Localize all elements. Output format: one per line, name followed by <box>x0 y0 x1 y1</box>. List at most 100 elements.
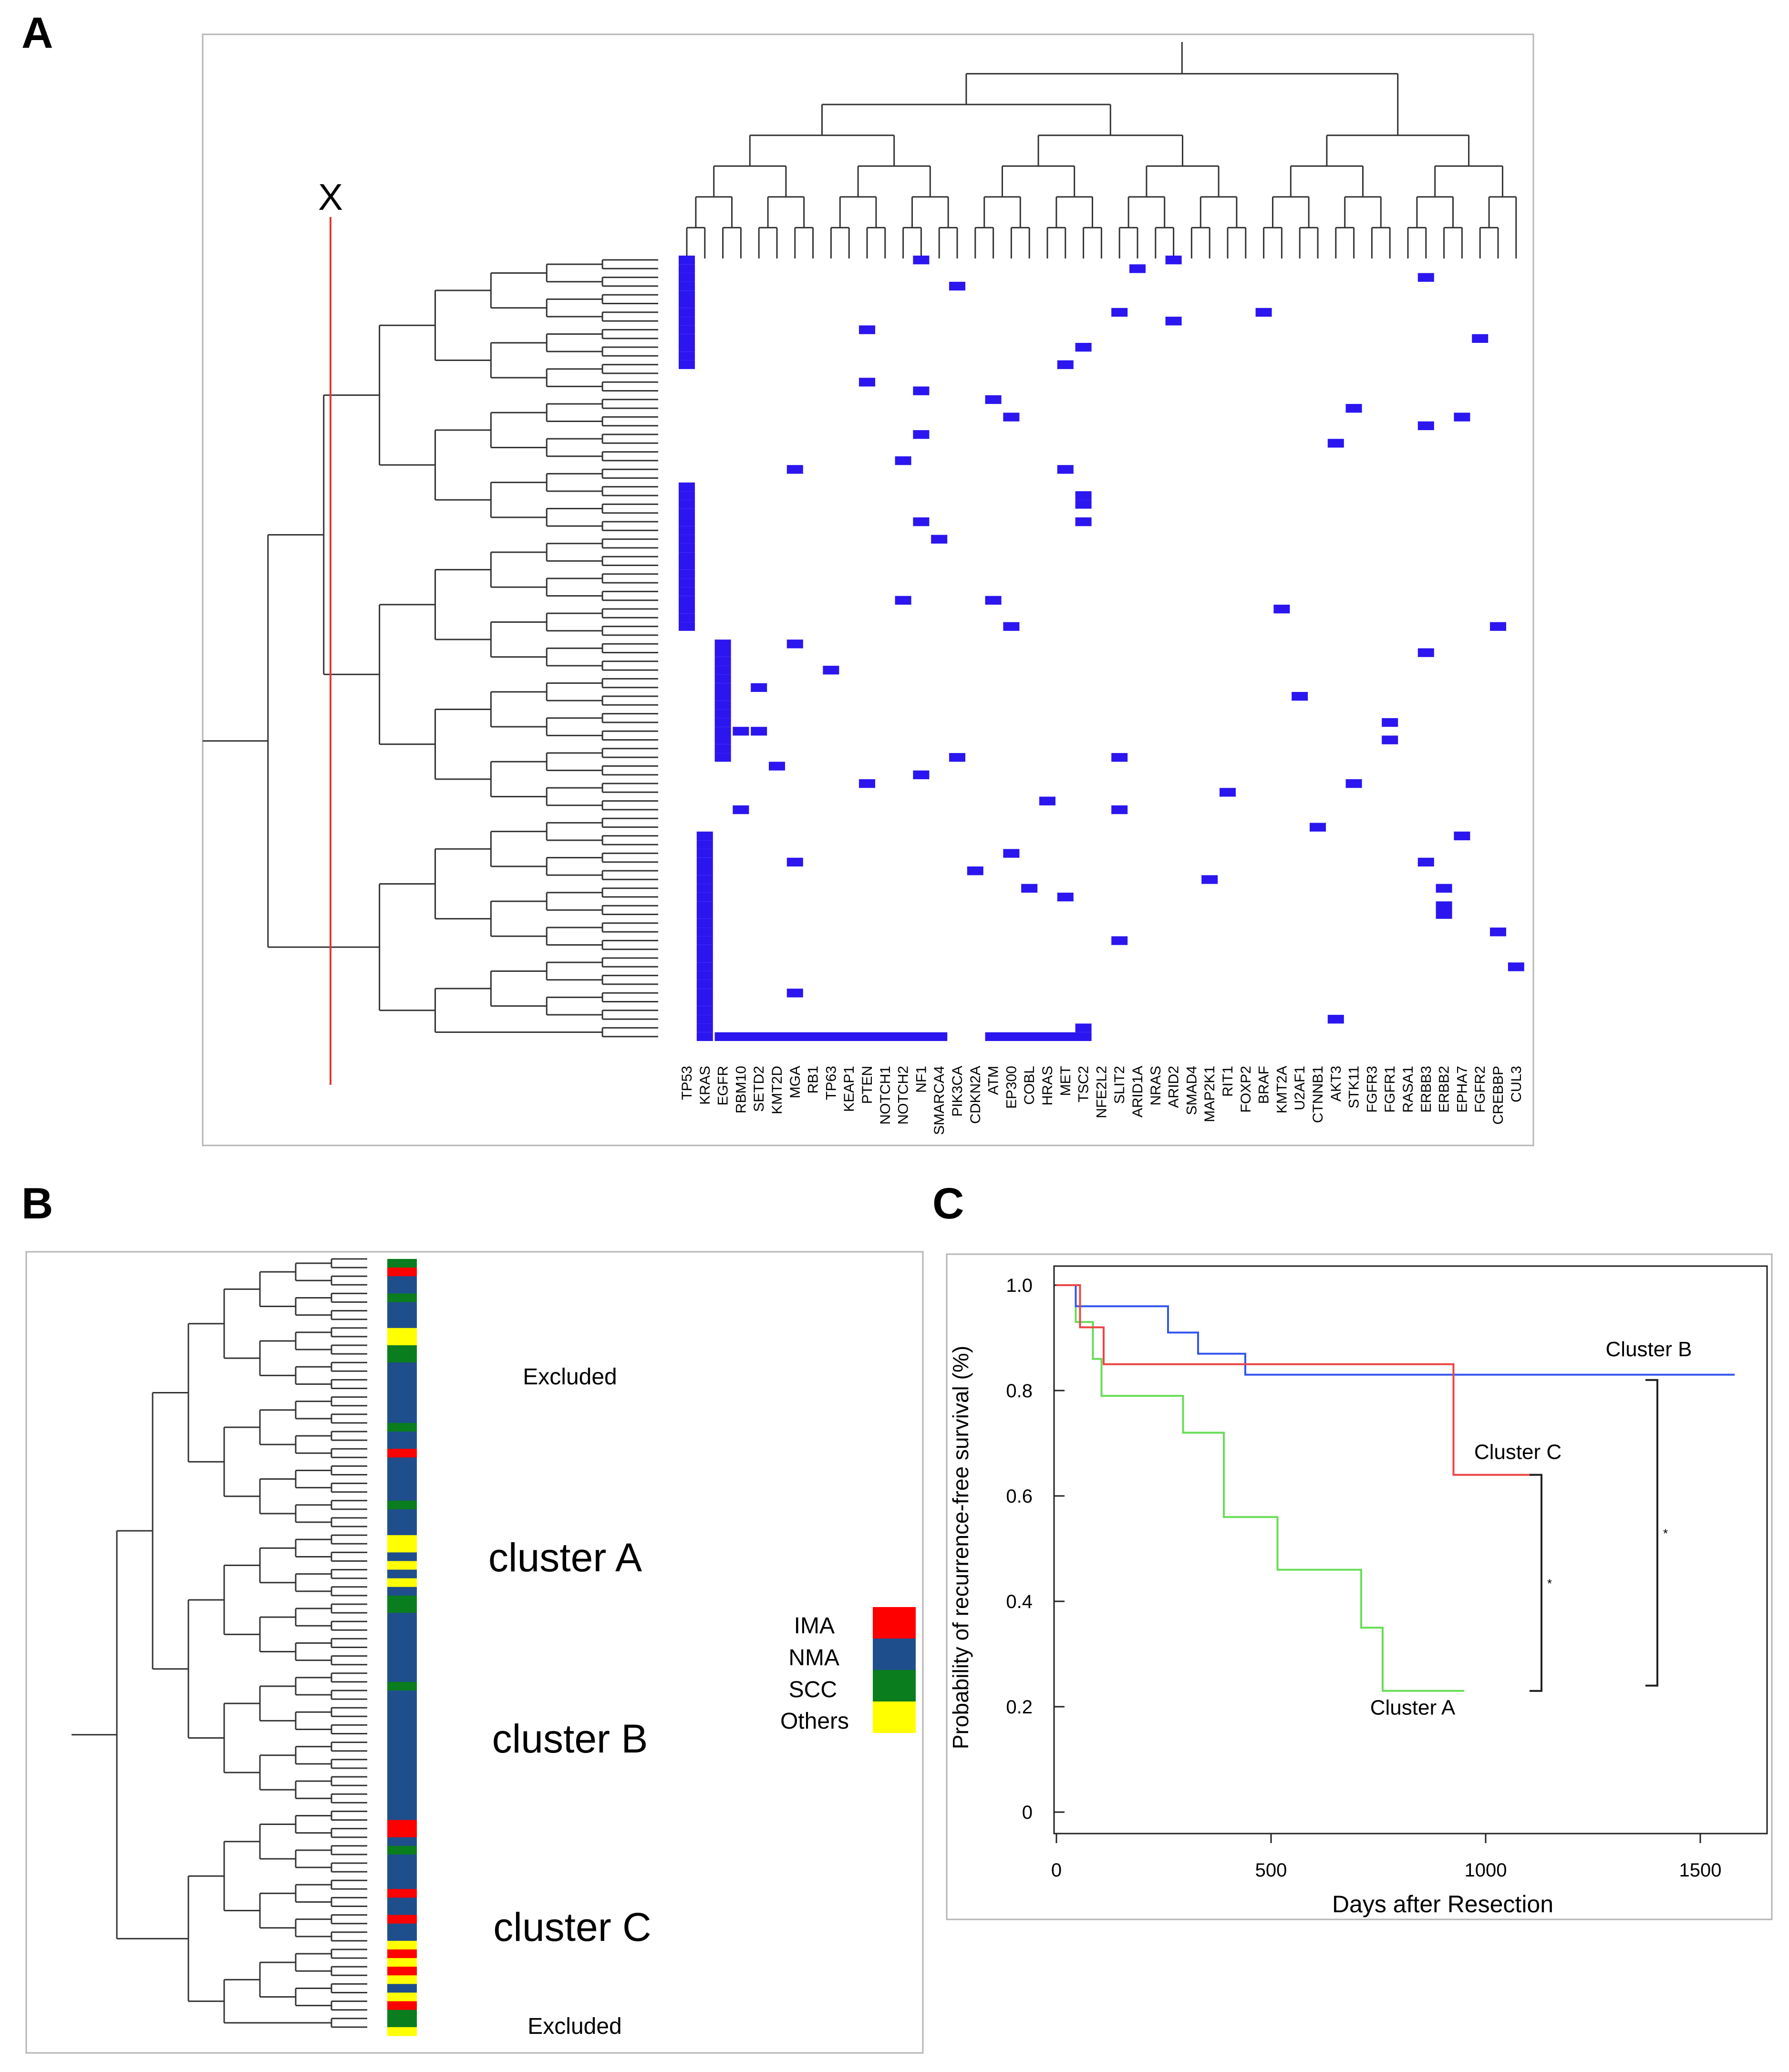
mutation-cell <box>696 936 713 945</box>
mutation-cell <box>1327 1015 1344 1024</box>
histology-cell <box>387 1293 417 1302</box>
gene-label: SETD2 <box>751 1066 767 1112</box>
x-tick-label: 500 <box>1255 1860 1287 1881</box>
histology-cell <box>387 1449 417 1458</box>
mutation-cell <box>1057 465 1074 474</box>
gene-label: RBM10 <box>733 1066 749 1113</box>
histology-cell <box>387 1872 417 1881</box>
gene-label: HRAS <box>1040 1066 1055 1105</box>
mutation-cell <box>786 857 803 866</box>
histology-cell <box>387 1845 417 1855</box>
histology-cell <box>387 1691 417 1700</box>
mutation-cell <box>1417 857 1434 866</box>
mutation-cell <box>696 1032 713 1041</box>
gene-label: EGFR <box>715 1066 731 1105</box>
legend-label-ima: IMA <box>794 1613 835 1639</box>
histology-cell <box>387 1828 417 1838</box>
histology-cell <box>387 1759 417 1769</box>
mutation-cell <box>1111 753 1128 762</box>
mutation-cell <box>895 456 911 465</box>
mutation-cell <box>714 683 731 692</box>
histology-cell <box>387 1897 417 1907</box>
mutation-cell <box>696 875 713 884</box>
histology-cell <box>387 1647 417 1657</box>
mutation-cell <box>679 491 695 500</box>
mutation-cell <box>949 753 965 762</box>
gene-label: TSC2 <box>1076 1066 1092 1103</box>
gene-label: ARID2 <box>1166 1066 1182 1108</box>
histology-cell <box>387 1811 417 1820</box>
excluded-bottom-label: Excluded <box>527 2014 621 2039</box>
mutation-cell <box>913 256 930 265</box>
mutation-cell <box>679 526 695 535</box>
histology-cell <box>387 1423 417 1432</box>
mutation-cell <box>696 989 713 998</box>
mutation-cell <box>1508 962 1524 971</box>
mutation-cell <box>931 535 948 544</box>
histology-cell <box>387 1544 417 1553</box>
km-axes: 0 500 1000 1500 0 0.2 0.4 0.6 0.8 1.0 <box>1006 1275 1767 1881</box>
histology-cell <box>387 1371 417 1380</box>
mutation-cell <box>1327 439 1344 448</box>
legend-label-scc: SCC <box>789 1677 837 1702</box>
mutation-cell <box>679 517 695 526</box>
histology-cell <box>387 1768 417 1777</box>
mutation-cell <box>1003 412 1020 422</box>
histology-cell <box>387 2001 417 2010</box>
panel-a-letter: A <box>21 9 53 57</box>
mutation-cell <box>733 727 749 736</box>
histology-cell <box>387 1906 417 1916</box>
mutation-cell <box>786 989 803 998</box>
significance-mark: * <box>1663 1526 1668 1540</box>
gene-label: KRAS <box>697 1066 713 1105</box>
histology-cell <box>387 1915 417 1924</box>
mutation-cell <box>696 954 713 963</box>
panel-c-letter: C <box>932 1179 964 1228</box>
mutation-cell <box>949 281 965 291</box>
cut-label: X <box>318 176 343 218</box>
gene-label: CTNNB1 <box>1310 1066 1326 1123</box>
mutation-cell <box>967 866 983 876</box>
histology-cell <box>387 1595 417 1605</box>
histology-cell <box>387 1949 417 1959</box>
histology-cell <box>387 1604 417 1613</box>
histology-cell <box>387 1880 417 1889</box>
gene-label: MAP2K1 <box>1202 1066 1218 1122</box>
gene-label: ATM <box>986 1066 1002 1095</box>
histology-cell <box>387 1708 417 1717</box>
histology-cell <box>387 1285 417 1294</box>
mutation-cell <box>1021 884 1038 893</box>
histology-cell <box>387 1552 417 1561</box>
histology-cell <box>387 1639 417 1648</box>
y-axis-title: Probability of recurrence-free survival … <box>948 1346 973 1749</box>
histology-cell <box>387 1803 417 1812</box>
curve-labels: Cluster B Cluster C Cluster A <box>1370 1338 1692 1719</box>
y-tick-label: 0 <box>1022 1802 1033 1823</box>
mutation-cell <box>679 299 695 308</box>
mutation-cell <box>1165 317 1182 326</box>
y-tick-label: 1.0 <box>1006 1275 1033 1296</box>
mutation-cell <box>679 273 695 282</box>
cluster-c-label: cluster C <box>493 1905 651 1949</box>
mutation-cell <box>1436 910 1452 919</box>
gene-label: EP300 <box>1003 1066 1019 1109</box>
mutation-cell <box>1310 823 1326 832</box>
mutation-cell <box>696 831 713 841</box>
mutation-cell <box>714 692 731 701</box>
mutation-cell <box>679 482 695 492</box>
mutation-cell <box>913 517 930 526</box>
mutation-cell <box>679 256 695 265</box>
mutation-cell <box>786 465 803 474</box>
y-tick-label: 0.8 <box>1006 1381 1033 1402</box>
histology-cell <box>387 1932 417 1941</box>
km-curve-cluster-a <box>1056 1284 1464 1692</box>
histology-cell <box>387 1837 417 1846</box>
mutation-cell <box>696 892 713 902</box>
mutation-cell <box>714 701 731 710</box>
histology-cell <box>387 1569 417 1579</box>
histology-cell <box>387 1440 417 1449</box>
mutation-cell <box>679 500 695 509</box>
histology-cell <box>387 1535 417 1544</box>
x-tick-label: 1500 <box>1679 1860 1722 1881</box>
histology-cell <box>387 1699 417 1708</box>
